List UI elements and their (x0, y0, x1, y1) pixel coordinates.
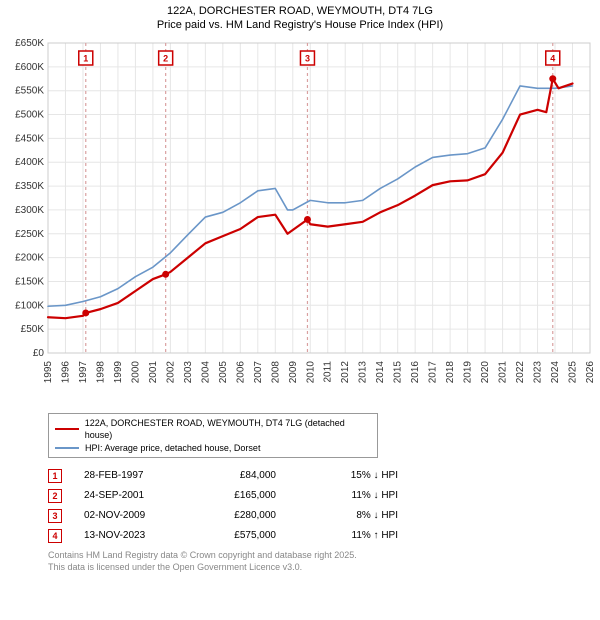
svg-text:£200K: £200K (15, 252, 44, 263)
svg-text:4: 4 (550, 53, 555, 63)
chart-svg: £0 £50K £100K £150K £200K £250K £300K £350K £400… (0, 33, 600, 413)
svg-text:£300K: £300K (15, 205, 44, 216)
svg-text:2017: 2017 (428, 360, 439, 383)
sales-table-row: 1 28-FEB-1997 £84,000 15% ↓ HPI (48, 466, 600, 486)
sales-row-price: £575,000 (196, 526, 276, 546)
svg-text:2011: 2011 (323, 360, 334, 382)
sales-row-hpi-delta: 11% ↓ HPI (298, 486, 398, 506)
svg-text:3: 3 (305, 53, 310, 63)
sales-row-hpi-delta: 15% ↓ HPI (298, 466, 398, 486)
svg-text:2020: 2020 (480, 360, 491, 383)
chart-title-subtitle: Price paid vs. HM Land Registry's House … (0, 18, 600, 32)
footer-line-2: This data is licensed under the Open Gov… (48, 562, 600, 574)
svg-text:1999: 1999 (113, 360, 124, 383)
svg-text:1996: 1996 (60, 360, 71, 383)
sales-row-date: 24-SEP-2001 (84, 486, 174, 506)
svg-text:£150K: £150K (15, 276, 44, 287)
svg-text:2001: 2001 (148, 360, 159, 383)
legend-swatch (55, 428, 79, 431)
sales-table-row: 2 24-SEP-2001 £165,000 11% ↓ HPI (48, 486, 600, 506)
svg-text:2014: 2014 (375, 360, 386, 383)
svg-text:2013: 2013 (358, 360, 369, 383)
svg-text:1: 1 (83, 53, 88, 63)
svg-text:£600K: £600K (15, 61, 44, 72)
footer-attribution: Contains HM Land Registry data © Crown c… (48, 550, 600, 573)
svg-text:£250K: £250K (15, 228, 44, 239)
sales-row-date: 28-FEB-1997 (84, 466, 174, 486)
svg-text:£450K: £450K (15, 133, 44, 144)
svg-text:2012: 2012 (340, 360, 351, 383)
sales-table-row: 3 02-NOV-2009 £280,000 8% ↓ HPI (48, 506, 600, 526)
svg-text:£350K: £350K (15, 181, 44, 192)
svg-text:2007: 2007 (253, 360, 264, 383)
svg-text:2005: 2005 (218, 360, 229, 383)
chart-area: £0 £50K £100K £150K £200K £250K £300K £350K £400… (0, 33, 600, 413)
svg-text:2024: 2024 (550, 360, 561, 383)
legend: 122A, DORCHESTER ROAD, WEYMOUTH, DT4 7LG… (48, 413, 378, 459)
svg-text:2023: 2023 (533, 360, 544, 383)
svg-text:£100K: £100K (15, 300, 44, 311)
svg-text:2025: 2025 (568, 360, 579, 383)
svg-text:2006: 2006 (235, 360, 246, 383)
sales-row-marker: 2 (48, 489, 62, 503)
chart-title-address: 122A, DORCHESTER ROAD, WEYMOUTH, DT4 7LG (0, 4, 600, 18)
svg-text:£650K: £650K (15, 38, 44, 49)
page-root: 122A, DORCHESTER ROAD, WEYMOUTH, DT4 7LG… (0, 0, 600, 620)
svg-text:£50K: £50K (21, 324, 45, 335)
svg-text:2015: 2015 (393, 360, 404, 383)
svg-text:2: 2 (163, 53, 168, 63)
svg-text:2018: 2018 (445, 360, 456, 383)
sales-row-price: £165,000 (196, 486, 276, 506)
legend-swatch (55, 447, 79, 450)
sales-row-hpi-delta: 8% ↓ HPI (298, 506, 398, 526)
svg-text:2021: 2021 (498, 360, 509, 383)
sales-row-date: 13-NOV-2023 (84, 526, 174, 546)
legend-label: HPI: Average price, detached house, Dors… (85, 442, 260, 455)
svg-text:2003: 2003 (183, 360, 194, 383)
svg-text:2008: 2008 (270, 360, 281, 383)
svg-text:2022: 2022 (515, 360, 526, 383)
legend-label: 122A, DORCHESTER ROAD, WEYMOUTH, DT4 7LG… (85, 417, 371, 442)
legend-row: 122A, DORCHESTER ROAD, WEYMOUTH, DT4 7LG… (55, 417, 371, 442)
sales-row-marker: 3 (48, 509, 62, 523)
svg-text:2019: 2019 (463, 360, 474, 383)
sales-row-marker: 1 (48, 469, 62, 483)
svg-text:1997: 1997 (78, 360, 89, 383)
svg-text:£400K: £400K (15, 157, 44, 168)
sales-row-price: £280,000 (196, 506, 276, 526)
svg-text:1998: 1998 (95, 360, 106, 383)
chart-title-block: 122A, DORCHESTER ROAD, WEYMOUTH, DT4 7LG… (0, 0, 600, 33)
sales-table-row: 4 13-NOV-2023 £575,000 11% ↑ HPI (48, 526, 600, 546)
svg-text:£550K: £550K (15, 85, 44, 96)
svg-text:2000: 2000 (130, 360, 141, 383)
sales-row-date: 02-NOV-2009 (84, 506, 174, 526)
svg-text:2026: 2026 (585, 360, 596, 383)
svg-text:2016: 2016 (410, 360, 421, 383)
svg-text:1995: 1995 (43, 360, 54, 383)
footer-line-1: Contains HM Land Registry data © Crown c… (48, 550, 600, 562)
svg-text:£0: £0 (33, 348, 45, 359)
svg-text:2010: 2010 (305, 360, 316, 383)
svg-text:£500K: £500K (15, 109, 44, 120)
sales-table: 1 28-FEB-1997 £84,000 15% ↓ HPI 2 24-SEP-2001… (48, 466, 600, 546)
legend-row: HPI: Average price, detached house, Dors… (55, 442, 371, 455)
sales-row-price: £84,000 (196, 466, 276, 486)
svg-text:2004: 2004 (200, 360, 211, 383)
sales-row-marker: 4 (48, 529, 62, 543)
svg-text:2009: 2009 (288, 360, 299, 383)
sales-row-hpi-delta: 11% ↑ HPI (298, 526, 398, 546)
svg-text:2002: 2002 (165, 360, 176, 383)
